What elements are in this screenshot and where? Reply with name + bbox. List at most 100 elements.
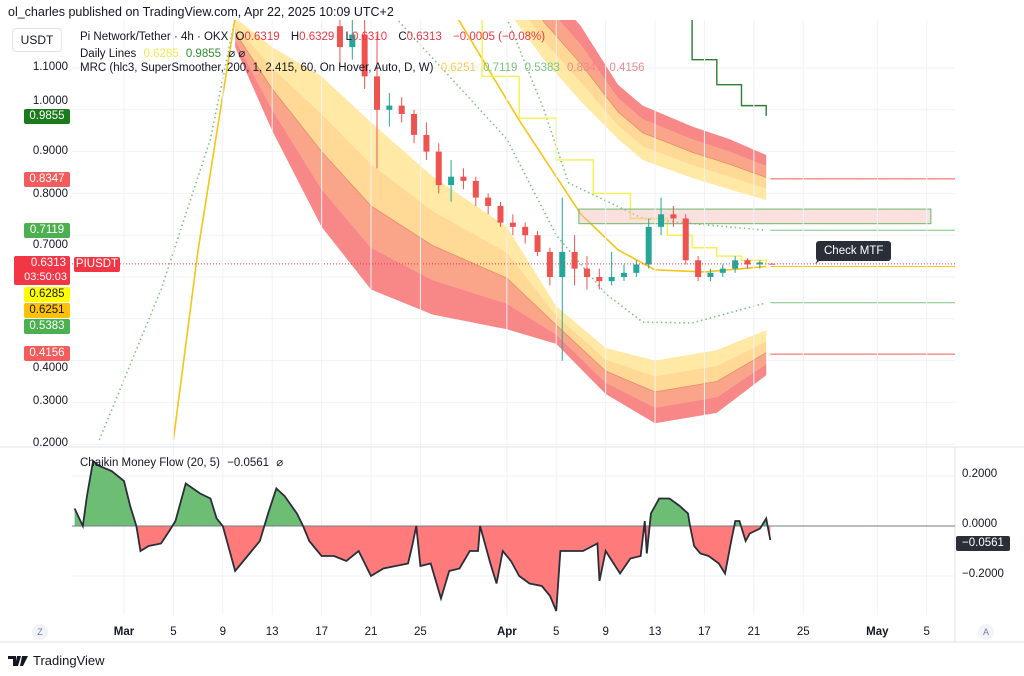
resistance-zone bbox=[578, 208, 932, 225]
candle-body bbox=[571, 251, 578, 269]
bar-countdown: 03:50:03 bbox=[24, 271, 67, 283]
candle-body bbox=[621, 272, 627, 277]
candle-body bbox=[349, 34, 356, 48]
time-tick: 17 bbox=[698, 626, 711, 638]
price-tick: 0.3000 bbox=[32, 395, 68, 408]
cmf-last-badge: −0.0561 bbox=[956, 536, 1010, 551]
time-tick: 9 bbox=[602, 626, 609, 638]
candle-body bbox=[448, 176, 455, 186]
publisher-line: ol_charles published on TradingView.com,… bbox=[8, 5, 394, 19]
lower-band-layer bbox=[235, 39, 767, 424]
price-change: −0.0005 (−0.08%) bbox=[453, 31, 546, 43]
upper-band-badge: 0.8347 bbox=[24, 172, 70, 187]
daily-low-badge: 0.6285 bbox=[24, 287, 70, 302]
candle-body bbox=[719, 268, 726, 273]
open-value: 0.6319 bbox=[244, 31, 280, 43]
upper-line-badge: 0.7119 bbox=[24, 223, 70, 238]
visibility-icon[interactable]: ⌀ ⌀ bbox=[228, 48, 246, 60]
price-unit-selector[interactable]: USDT bbox=[12, 28, 62, 52]
cmf-tick: −0.2000 bbox=[962, 568, 1004, 580]
upper-band-layer bbox=[529, 20, 767, 189]
mrc-legend[interactable]: MRC (hlc3, SuperSmoother, 200, 1, 2.415,… bbox=[80, 62, 649, 74]
price-tick: 0.7000 bbox=[32, 239, 68, 251]
candle-body bbox=[695, 260, 702, 277]
candle-body bbox=[472, 180, 479, 198]
mrc-lower-band-value: 0.4156 bbox=[609, 62, 645, 74]
candle-body bbox=[583, 268, 590, 277]
daily-high-badge: 0.9855 bbox=[24, 109, 70, 124]
cmf-tick: 0.0000 bbox=[962, 518, 998, 530]
mrc-title: MRC (hlc3, SuperSmoother, 200, 1, 2.415,… bbox=[80, 62, 434, 74]
ohlc-high: H0.6329 bbox=[291, 31, 339, 43]
mrc-upper-value: 0.7119 bbox=[483, 62, 518, 74]
cmf-tick: 0.2000 bbox=[962, 468, 998, 480]
symbol-tag: PIUSDT bbox=[74, 257, 120, 272]
candle-body bbox=[559, 251, 566, 277]
upper-band-midline bbox=[542, 20, 767, 178]
cmf-legend[interactable]: Chaikin Money Flow (20, 5) −0.0561 ⌀ bbox=[80, 455, 287, 469]
candle-body bbox=[534, 235, 541, 252]
visibility-icon[interactable]: ⌀ bbox=[276, 457, 284, 469]
candle-body bbox=[509, 222, 516, 227]
time-tick: 17 bbox=[315, 626, 328, 638]
daily-low-value: 0.6285 bbox=[143, 48, 179, 60]
candle-body bbox=[460, 176, 467, 181]
time-tick: May bbox=[866, 626, 889, 638]
close-value: 0.6313 bbox=[406, 31, 442, 43]
candle-body bbox=[732, 260, 739, 269]
ohlc-low: L0.6310 bbox=[346, 31, 392, 43]
open-label: O bbox=[235, 31, 245, 43]
zoom-reset-button[interactable]: Z bbox=[32, 624, 48, 640]
time-tick: 5 bbox=[923, 626, 930, 638]
candle-body bbox=[411, 113, 418, 135]
upper-band-layer bbox=[558, 20, 767, 167]
candle-body bbox=[608, 277, 615, 282]
candle-body bbox=[435, 151, 442, 186]
price-tick: 1.0000 bbox=[32, 95, 68, 107]
symbol-title: Pi Network/Tether · 4h · OKX bbox=[80, 31, 229, 43]
tradingview-logo-icon bbox=[8, 655, 28, 666]
close-label: C bbox=[398, 31, 407, 43]
candle-body bbox=[769, 263, 776, 265]
candle-body bbox=[645, 226, 652, 265]
lower-line-badge: 0.5383 bbox=[24, 319, 70, 334]
candle-body bbox=[633, 264, 640, 273]
cmf-title: Chaikin Money Flow (20, 5) bbox=[80, 457, 220, 469]
candle-body bbox=[386, 105, 393, 110]
daily-lines-title: Daily Lines bbox=[80, 48, 137, 60]
price-tick: 0.9000 bbox=[32, 144, 68, 157]
time-tick: 21 bbox=[747, 626, 761, 638]
lower-green-line bbox=[98, 20, 236, 441]
candle-body bbox=[546, 251, 553, 277]
candle-body bbox=[707, 272, 714, 277]
lower-band-badge: 0.4156 bbox=[24, 346, 70, 361]
daily-high-line bbox=[691, 20, 767, 116]
time-tick: 21 bbox=[364, 626, 378, 638]
candle-body bbox=[522, 226, 529, 236]
time-tick: 25 bbox=[796, 626, 810, 638]
check-mtf-callout[interactable]: Check MTF bbox=[816, 241, 892, 261]
price-pane bbox=[72, 20, 955, 445]
price-tick: 1.1000 bbox=[32, 61, 68, 73]
low-label: L bbox=[345, 31, 352, 43]
low-value: 0.6310 bbox=[351, 31, 388, 43]
daily-lines-legend[interactable]: Daily Lines 0.6285 0.9855 ⌀ ⌀ bbox=[80, 46, 249, 60]
ohlc-close: C0.6313 bbox=[398, 31, 446, 43]
candle-body bbox=[398, 105, 405, 114]
candle-body bbox=[658, 214, 665, 227]
price-tick: 0.2000 bbox=[32, 437, 68, 450]
time-tick: 13 bbox=[265, 626, 279, 638]
auto-scale-button[interactable]: A bbox=[978, 624, 994, 640]
upper-band-layer bbox=[514, 20, 767, 201]
candle-body bbox=[361, 34, 368, 77]
mrc-lower-value: 0.5383 bbox=[524, 62, 560, 74]
symbol-legend[interactable]: Pi Network/Tether · 4h · OKX O0.6319 H0.… bbox=[80, 31, 549, 43]
footer-brand: TradingView bbox=[33, 653, 105, 668]
high-value: 0.6329 bbox=[299, 31, 335, 43]
candle-body bbox=[744, 260, 751, 265]
time-tick: 5 bbox=[170, 626, 177, 638]
daily-high-value: 0.9855 bbox=[185, 48, 222, 60]
time-tick: Apr bbox=[496, 626, 517, 638]
candle-body bbox=[670, 214, 677, 219]
